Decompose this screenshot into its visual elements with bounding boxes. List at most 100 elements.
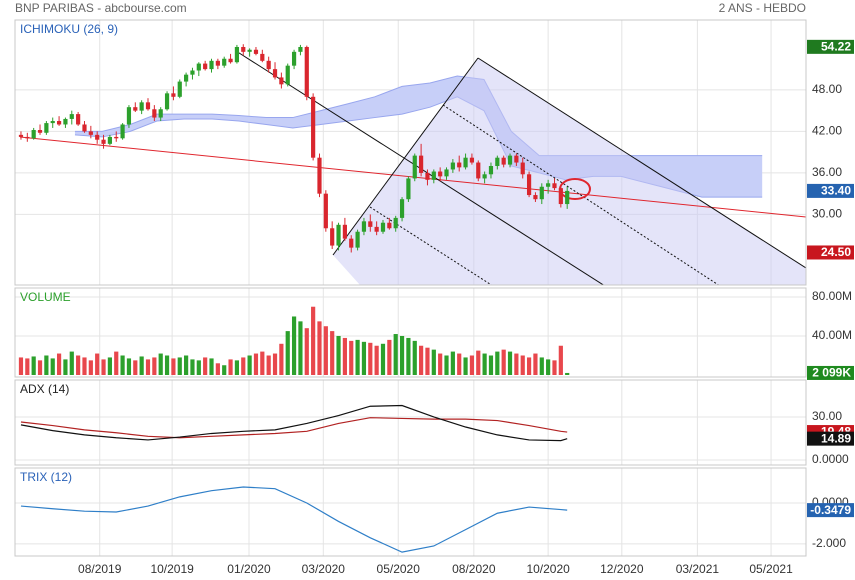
volume-bar <box>495 351 500 375</box>
volume-bar <box>387 339 392 375</box>
candle-body <box>184 74 189 82</box>
candle-body <box>463 157 468 168</box>
volume-bar <box>336 335 341 375</box>
candle-body <box>50 121 55 124</box>
volume-bar <box>63 359 68 375</box>
value-tag <box>807 39 854 54</box>
candle-body <box>171 93 176 97</box>
candle-body <box>158 109 163 118</box>
volume-panel <box>14 287 807 378</box>
candle-body <box>209 60 214 70</box>
candle-body <box>520 162 525 175</box>
candle-body <box>120 124 125 139</box>
volume-bar <box>228 359 233 375</box>
candle-body <box>482 174 487 179</box>
candle-body <box>368 221 373 227</box>
channel-fill <box>333 58 806 285</box>
channel-line <box>442 104 720 285</box>
y-tick-label: 30.00 <box>812 207 842 221</box>
candle-body <box>63 118 68 125</box>
volume-bar <box>101 359 106 375</box>
candle-body <box>228 58 233 63</box>
candle-body <box>82 124 87 132</box>
candle-body <box>355 231 360 248</box>
candle-body <box>399 199 405 218</box>
value-tag <box>807 431 854 446</box>
volume-bar <box>526 357 532 375</box>
candle-body <box>565 190 570 205</box>
panel-title: ADX (14) <box>20 382 69 396</box>
candle-body <box>507 155 513 165</box>
candle-body <box>253 49 259 54</box>
value-tag-label: 24.50 <box>821 245 851 259</box>
volume-bar <box>107 357 112 375</box>
volume-bar <box>190 359 195 375</box>
volume-bar <box>552 360 557 375</box>
volume-bar <box>520 355 525 375</box>
trend-line <box>332 57 479 256</box>
candle-body <box>247 49 252 52</box>
y-tick-label: 40.00M <box>812 328 852 342</box>
trend-line <box>477 57 806 269</box>
candle-body <box>495 157 500 166</box>
panel-layer <box>15 296 806 375</box>
volume-bar <box>380 343 386 375</box>
cloud-edge <box>74 75 763 157</box>
volume-bar <box>431 349 436 375</box>
volume-bar <box>88 360 93 375</box>
panel-title: ICHIMOKU (26, 9) <box>20 22 118 36</box>
volume-bar <box>241 357 246 375</box>
panel-title: VOLUME <box>20 290 71 304</box>
candle-body <box>349 238 354 248</box>
channel-line <box>369 206 493 285</box>
value-tag <box>807 183 854 198</box>
x-tick-label: 08/2019 <box>78 562 122 576</box>
candle-body <box>114 136 119 139</box>
x-tick-label: 01/2020 <box>227 562 271 576</box>
volume-bar <box>533 353 538 375</box>
value-tag <box>807 245 854 260</box>
volume-bar <box>260 351 265 375</box>
volume-bar <box>158 353 163 375</box>
candle-body <box>374 226 379 232</box>
volume-bar <box>374 345 379 375</box>
y-tick-label: 36.00 <box>812 165 842 179</box>
y-tick-label: -2.000 <box>812 536 846 550</box>
candle-body <box>37 130 43 133</box>
volume-bar <box>514 353 519 375</box>
y-tick-label: 80.00M <box>812 289 852 303</box>
period-label: 2 ANS - HEBDO <box>719 1 806 15</box>
volume-bar <box>37 360 43 375</box>
panel-layer <box>15 50 806 285</box>
candle-body <box>196 63 201 71</box>
candle-body <box>88 131 93 135</box>
volume-bar <box>82 357 87 375</box>
trix-panel <box>14 467 807 557</box>
candle-body <box>552 183 557 189</box>
page-title: BNP PARIBAS - abcbourse.com <box>15 1 187 15</box>
candle-body <box>203 63 208 70</box>
candle-body <box>419 155 424 173</box>
volume-bar <box>361 341 367 375</box>
volume-bar <box>272 353 278 375</box>
value-tag-label: -0.3479 <box>810 503 851 517</box>
volume-bar <box>565 372 570 375</box>
candle-body <box>222 58 227 66</box>
volume-bar <box>196 360 201 375</box>
y-tick-label: 42.00 <box>812 124 842 138</box>
candle-body <box>298 46 303 52</box>
volume-bar <box>114 351 119 375</box>
volume-bar <box>139 356 144 375</box>
volume-bar <box>412 340 417 375</box>
candle-body <box>558 188 563 205</box>
candle-body <box>533 195 538 200</box>
volume-bar <box>171 358 176 375</box>
volume-bar <box>463 357 468 375</box>
volume-bar <box>342 337 347 375</box>
candle-body <box>101 139 106 144</box>
volume-bar <box>95 353 100 375</box>
volume-bar <box>438 353 443 375</box>
volume-bar <box>209 358 214 375</box>
volume-bar <box>234 360 240 375</box>
candle-body <box>304 46 309 97</box>
